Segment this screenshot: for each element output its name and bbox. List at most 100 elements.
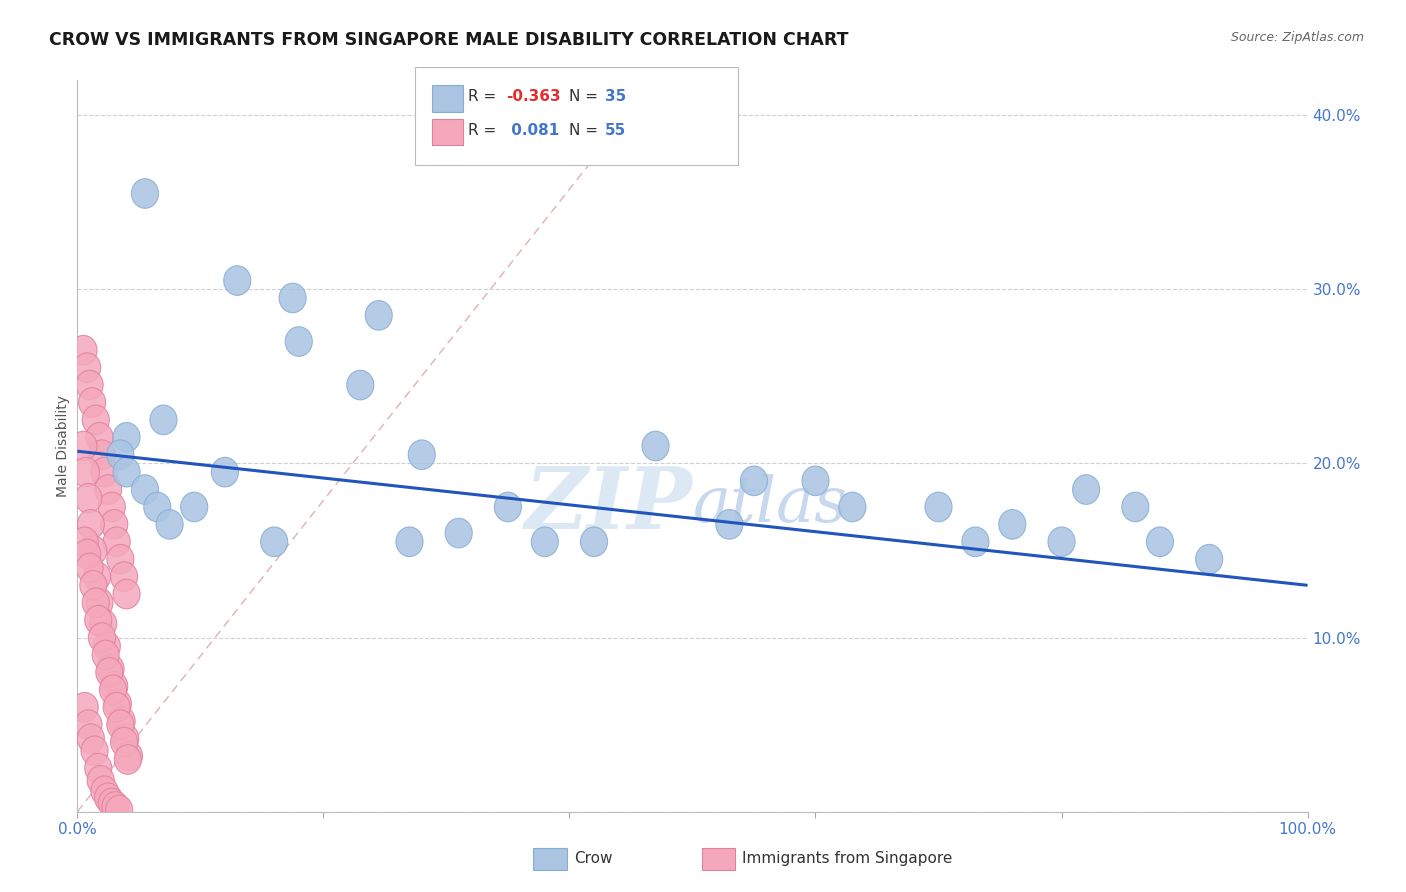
Text: ZIP: ZIP xyxy=(524,463,693,546)
Ellipse shape xyxy=(75,483,103,513)
Ellipse shape xyxy=(156,509,183,539)
Ellipse shape xyxy=(107,544,134,574)
Ellipse shape xyxy=(103,692,131,722)
Ellipse shape xyxy=(96,657,122,687)
Ellipse shape xyxy=(91,458,118,487)
Ellipse shape xyxy=(115,741,142,771)
Ellipse shape xyxy=(75,710,103,739)
Ellipse shape xyxy=(70,431,97,461)
Ellipse shape xyxy=(98,789,125,818)
Ellipse shape xyxy=(72,692,98,722)
Ellipse shape xyxy=(581,527,607,557)
Ellipse shape xyxy=(107,440,134,469)
Ellipse shape xyxy=(84,606,112,635)
Ellipse shape xyxy=(73,458,100,487)
Ellipse shape xyxy=(105,795,132,825)
Ellipse shape xyxy=(86,588,112,617)
Ellipse shape xyxy=(73,539,101,569)
Ellipse shape xyxy=(998,509,1026,539)
Ellipse shape xyxy=(643,431,669,461)
Text: Crow: Crow xyxy=(574,852,612,866)
Ellipse shape xyxy=(91,776,118,805)
Text: Immigrants from Singapore: Immigrants from Singapore xyxy=(742,852,953,866)
Ellipse shape xyxy=(716,509,742,539)
Text: R =: R = xyxy=(468,89,502,103)
Ellipse shape xyxy=(79,388,105,417)
Text: R =: R = xyxy=(468,123,502,137)
Ellipse shape xyxy=(94,783,122,813)
Ellipse shape xyxy=(93,632,121,661)
Ellipse shape xyxy=(103,527,131,557)
Text: N =: N = xyxy=(569,89,603,103)
Ellipse shape xyxy=(89,623,115,652)
Y-axis label: Male Disability: Male Disability xyxy=(56,395,70,497)
Ellipse shape xyxy=(87,765,114,795)
Ellipse shape xyxy=(80,536,107,566)
Ellipse shape xyxy=(83,562,111,591)
Text: 35: 35 xyxy=(605,89,626,103)
Ellipse shape xyxy=(101,792,129,822)
Ellipse shape xyxy=(82,405,110,434)
Ellipse shape xyxy=(82,736,108,765)
Ellipse shape xyxy=(408,440,436,469)
Ellipse shape xyxy=(112,723,139,754)
Ellipse shape xyxy=(112,458,141,487)
Ellipse shape xyxy=(111,562,138,591)
Ellipse shape xyxy=(925,492,952,522)
Ellipse shape xyxy=(77,723,104,754)
Ellipse shape xyxy=(211,458,239,487)
Ellipse shape xyxy=(839,492,866,522)
Ellipse shape xyxy=(94,475,122,504)
Text: 55: 55 xyxy=(605,123,626,137)
Ellipse shape xyxy=(495,492,522,522)
Text: N =: N = xyxy=(569,123,603,137)
Text: CROW VS IMMIGRANTS FROM SINGAPORE MALE DISABILITY CORRELATION CHART: CROW VS IMMIGRANTS FROM SINGAPORE MALE D… xyxy=(49,31,849,49)
Ellipse shape xyxy=(285,326,312,356)
Ellipse shape xyxy=(111,727,138,756)
Ellipse shape xyxy=(98,492,125,522)
Ellipse shape xyxy=(112,579,141,609)
Ellipse shape xyxy=(100,675,127,705)
Ellipse shape xyxy=(76,370,103,400)
Ellipse shape xyxy=(82,588,110,617)
Ellipse shape xyxy=(80,571,107,600)
Ellipse shape xyxy=(89,440,115,469)
Ellipse shape xyxy=(132,475,159,504)
Ellipse shape xyxy=(1195,544,1223,574)
Ellipse shape xyxy=(143,492,172,522)
Text: -0.363: -0.363 xyxy=(506,89,561,103)
Ellipse shape xyxy=(150,405,177,434)
Ellipse shape xyxy=(1146,527,1174,557)
Ellipse shape xyxy=(1122,492,1149,522)
Ellipse shape xyxy=(114,745,141,774)
Ellipse shape xyxy=(73,353,101,383)
Ellipse shape xyxy=(1047,527,1076,557)
Ellipse shape xyxy=(224,266,250,295)
Ellipse shape xyxy=(93,640,120,670)
Ellipse shape xyxy=(132,178,159,209)
Ellipse shape xyxy=(101,672,128,701)
Ellipse shape xyxy=(90,609,117,639)
Ellipse shape xyxy=(278,283,307,313)
Ellipse shape xyxy=(84,754,112,783)
Ellipse shape xyxy=(107,710,134,739)
Ellipse shape xyxy=(108,706,135,736)
Ellipse shape xyxy=(77,509,104,539)
Ellipse shape xyxy=(347,370,374,400)
Ellipse shape xyxy=(112,423,141,452)
Ellipse shape xyxy=(97,654,124,683)
Ellipse shape xyxy=(70,335,97,365)
Text: 0.081: 0.081 xyxy=(506,123,560,137)
Ellipse shape xyxy=(1073,475,1099,504)
Ellipse shape xyxy=(962,527,988,557)
Ellipse shape xyxy=(76,553,103,582)
Ellipse shape xyxy=(86,423,112,452)
Text: Source: ZipAtlas.com: Source: ZipAtlas.com xyxy=(1230,31,1364,45)
Ellipse shape xyxy=(181,492,208,522)
Ellipse shape xyxy=(396,527,423,557)
Ellipse shape xyxy=(446,518,472,548)
Ellipse shape xyxy=(104,689,132,719)
Ellipse shape xyxy=(741,466,768,496)
Ellipse shape xyxy=(531,527,558,557)
Text: atlas: atlas xyxy=(693,474,848,535)
